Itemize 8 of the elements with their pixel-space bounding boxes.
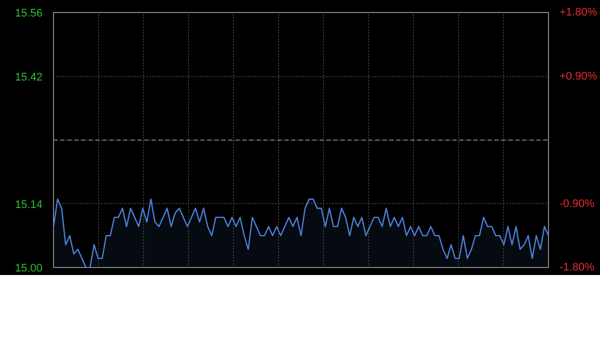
y2-tick-label: +1.80%: [560, 6, 598, 18]
y2-tick-label: -0.90%: [560, 198, 595, 210]
y-tick-label: 15.42: [14, 71, 43, 84]
y2-tick-label: +0.90%: [560, 70, 598, 82]
y-tick-label: 15.14: [14, 198, 43, 211]
y-tick-label: 15.00: [14, 262, 43, 274]
y-tick-label: 15.56: [14, 8, 43, 20]
y2-tick-label: -1.80%: [560, 262, 595, 274]
